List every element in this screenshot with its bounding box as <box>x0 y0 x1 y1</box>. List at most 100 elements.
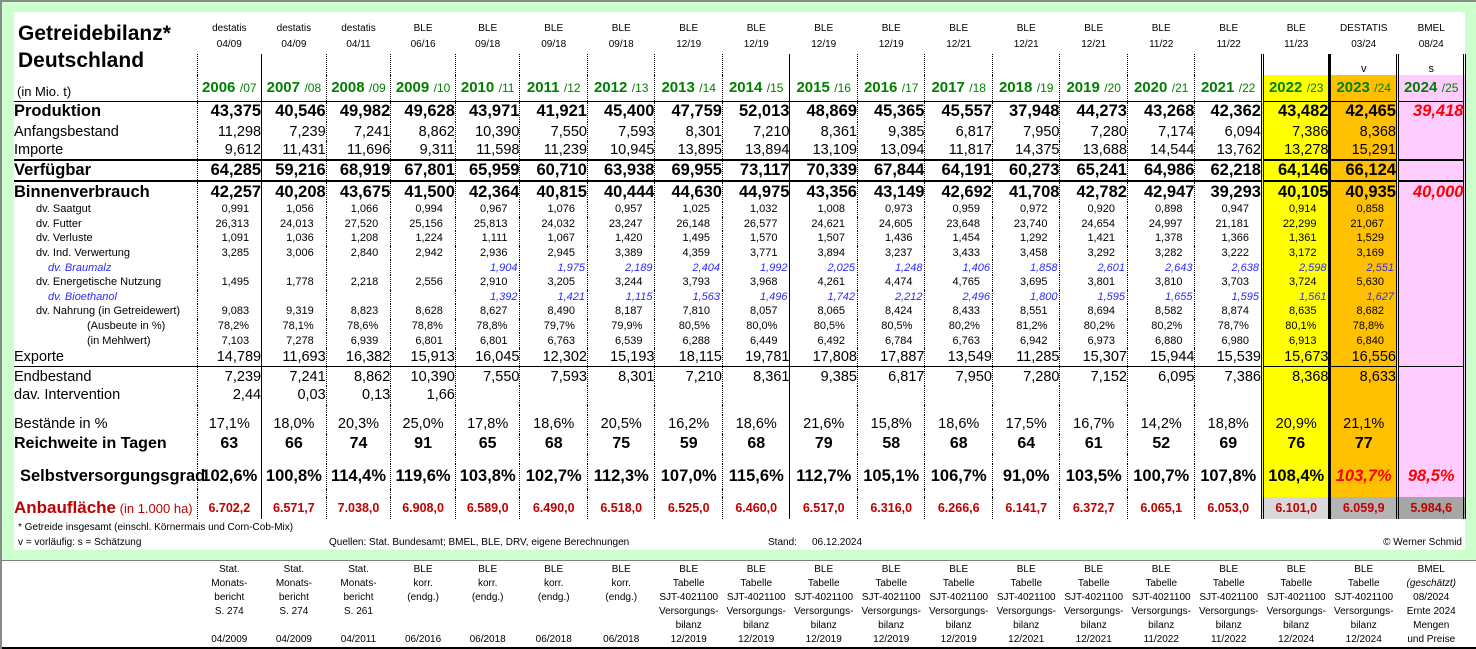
source-date: 03/24 <box>1351 38 1377 50</box>
empty-cell <box>789 453 858 464</box>
empty-cell <box>455 404 521 415</box>
source-note-line: 04/2011 <box>340 634 377 645</box>
value-cell: 6.490,0 <box>519 496 588 519</box>
value-cell: 6.517,0 <box>789 496 858 519</box>
value-cell: 68 <box>924 433 993 454</box>
source-note-line <box>326 619 391 633</box>
value-cell <box>1397 245 1467 261</box>
year-label: 2011 <box>526 78 560 96</box>
source-note-line: BLE <box>814 564 834 575</box>
row-label: Verfügbar <box>14 160 198 182</box>
value-cell <box>587 385 656 405</box>
source-date: 12/19 <box>811 38 837 50</box>
value-cell: 7,386 <box>1194 366 1264 386</box>
value-cell <box>519 385 588 405</box>
empty-cell <box>722 488 791 497</box>
value-cell: 23,247 <box>587 216 656 232</box>
year-label: 2013 <box>661 78 695 96</box>
source-note: BLE Tabelle SJT-4021100 Versorgungs-bilanz 1… <box>1330 563 1398 647</box>
year-suffix: /16 <box>834 80 851 95</box>
source-note-line: bilanz <box>1148 620 1175 631</box>
value-cell: 3,205 <box>519 274 588 290</box>
empty-cell <box>722 404 791 415</box>
source-date: 04/09 <box>216 38 242 50</box>
source-note-line <box>197 619 262 633</box>
value-cell: 64 <box>992 433 1061 454</box>
year-label: 2007 <box>266 78 300 96</box>
stand-label: Stand: <box>768 537 797 548</box>
value-cell: 18,6% <box>722 414 791 434</box>
value-cell: 74 <box>326 433 392 454</box>
label-cell <box>14 75 198 102</box>
row-label: dv. Futter <box>14 216 198 232</box>
value-cell: 5.984,6 <box>1397 496 1467 519</box>
value-cell: 79 <box>789 433 858 454</box>
source-note-line: SJT-4021100 <box>861 592 921 603</box>
value-cell: 102,6% <box>197 463 263 489</box>
source-note-line <box>520 605 588 619</box>
empty-cell <box>519 488 588 497</box>
year-header: 2007 /08 <box>261 75 327 102</box>
value-cell: 24,997 <box>1127 216 1196 232</box>
label-cell <box>14 488 198 497</box>
empty-cell <box>455 453 521 464</box>
value-cell: 8,874 <box>1194 304 1264 319</box>
value-cell: 16,045 <box>455 347 521 368</box>
value-cell: 6.571,7 <box>261 496 327 519</box>
source-note-line: Tabelle <box>942 578 975 589</box>
value-cell: 1,742 <box>789 289 858 305</box>
status-marker <box>722 54 791 75</box>
value-cell: 15,8% <box>857 414 926 434</box>
source-note-line: SJT-4021100 <box>726 592 786 603</box>
source-note: BLE Tabelle SJT-4021100 Versorgungs-bilanz 1… <box>722 563 790 647</box>
row-label: (Ausbeute in %) <box>14 318 198 334</box>
table-row: dv. Verluste 1,091 1,036 1,208 1,224 1,111 1,0… <box>14 231 1467 246</box>
source-note-line: bilanz <box>1013 620 1040 631</box>
value-cell: 69 <box>1194 433 1264 454</box>
empty-cell <box>197 404 263 415</box>
value-cell: 7,386 <box>1262 122 1332 141</box>
source-date: 06/16 <box>410 38 436 50</box>
value-cell <box>1397 304 1467 319</box>
value-cell: 102,7% <box>519 463 588 489</box>
value-cell: 4,261 <box>789 274 858 290</box>
value-cell: 18,0% <box>261 414 327 434</box>
source-note-line: 12/2019 <box>940 634 977 645</box>
value-cell: 3,695 <box>992 274 1061 290</box>
source-note: BLE Tabelle SJT-4021100 Versorgungs-bilanz 1… <box>925 563 993 647</box>
unit-label: (in Mio. t) <box>17 84 72 99</box>
year-label: 2024 <box>1403 78 1438 96</box>
year-header: 2023 /24 <box>1329 75 1399 102</box>
source-name: BLE <box>1219 23 1239 34</box>
row-label: Binnenverbrauch <box>14 181 198 202</box>
source-note-line: Versorgungs- <box>861 606 921 617</box>
value-cell: 42,782 <box>1059 181 1128 202</box>
table-row: Anfangsbestand 11,298 7,239 7,241 8,862 10,39… <box>14 122 1467 141</box>
value-cell: 44,630 <box>654 181 723 202</box>
value-cell: 4,474 <box>857 274 926 290</box>
value-cell: 9,612 <box>197 141 263 161</box>
year-header: 2024 /25 <box>1397 75 1467 102</box>
value-cell <box>197 260 263 275</box>
value-cell: 8,368 <box>1329 122 1399 141</box>
value-cell: 17,1% <box>197 414 263 434</box>
status-marker <box>789 54 858 75</box>
empty-cell <box>1059 488 1128 497</box>
value-cell: 62,218 <box>1194 160 1264 182</box>
value-cell: 65,241 <box>1059 160 1128 182</box>
value-cell: 11,817 <box>924 141 993 161</box>
status-marker <box>992 54 1061 75</box>
source-note-line: BMEL <box>1417 564 1445 575</box>
value-cell: 7,550 <box>519 122 588 141</box>
year-label: 2015 <box>796 78 830 96</box>
status-marker <box>857 54 926 75</box>
value-cell: 15,913 <box>390 347 456 368</box>
year-label: 2019 <box>1066 78 1100 96</box>
source-note-line: 06/2016 <box>405 634 442 645</box>
value-cell: 9,385 <box>789 366 858 386</box>
value-cell: 42,257 <box>197 181 263 202</box>
value-cell: 15,539 <box>1194 347 1264 368</box>
year-row: 2006 /07 2007 /08 2008 /09 2009 /10 2010 /11… <box>14 75 1467 102</box>
value-cell: 1,529 <box>1329 231 1399 246</box>
source-note-line: 04/2009 <box>275 634 312 645</box>
